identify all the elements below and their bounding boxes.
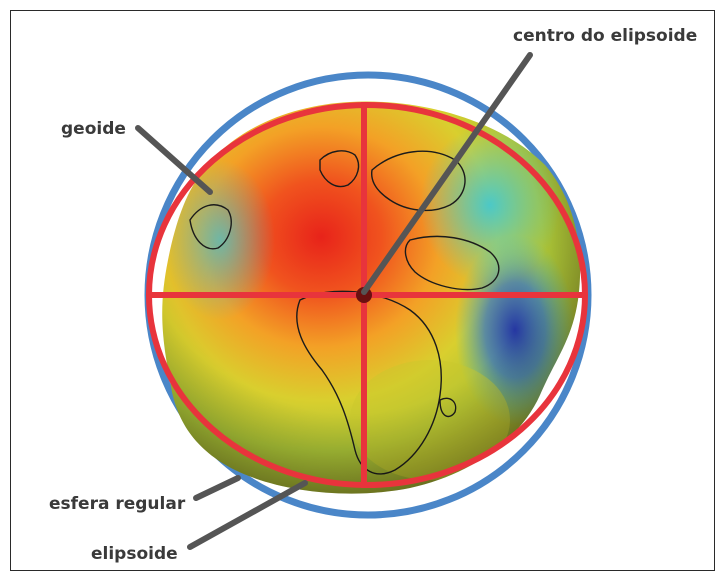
center-label: centro do elipsoide — [513, 26, 697, 46]
sphere-leader-line — [193, 475, 241, 501]
sphere-label: esfera regular — [49, 494, 186, 514]
geoid-leader-line — [135, 125, 213, 195]
geoid-label: geoide — [61, 119, 126, 139]
ellipsoid-label: elipsoide — [91, 544, 178, 564]
ellipsoid-leader-line — [187, 480, 308, 550]
center-leader-line — [361, 52, 533, 295]
